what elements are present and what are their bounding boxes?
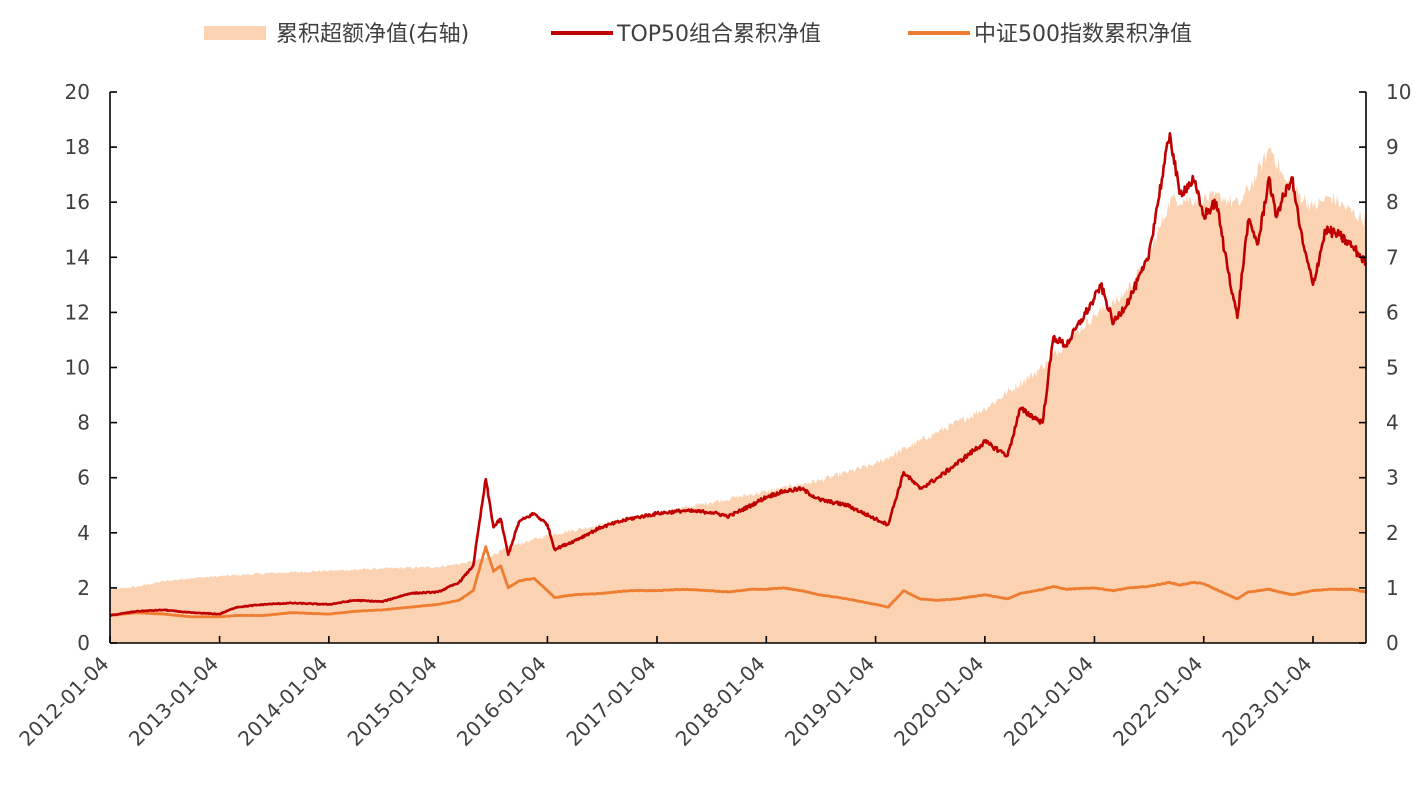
x-tick-label: 2014-01-04: [233, 652, 332, 751]
y-tick-label-left: 4: [77, 521, 90, 545]
x-tick-label: 2012-01-04: [14, 652, 113, 751]
y-tick-label-left: 6: [77, 466, 90, 490]
y-tick-label-right: 0: [1386, 631, 1399, 655]
x-tick-label: 2023-01-04: [1217, 652, 1316, 751]
x-tick-label: 2017-01-04: [561, 652, 660, 751]
series-line-csi500: [109, 545, 1367, 619]
y-tick-label-right: 7: [1386, 245, 1399, 269]
y-tick-label-left: 12: [65, 300, 90, 324]
x-tick-label: 2020-01-04: [889, 652, 988, 751]
y-tick-label-right: 5: [1386, 356, 1399, 380]
x-tick-label: 2021-01-04: [999, 652, 1098, 751]
legend-label: 中证500指数累积净值: [974, 22, 1192, 47]
y-tick-label-left: 14: [65, 245, 90, 269]
y-tick-label-left: 2: [77, 576, 90, 600]
legend: 累积超额净值(右轴) TOP50组合累积净值 中证500指数累积净值: [204, 22, 1192, 47]
x-tick-label: 2022-01-04: [1108, 652, 1207, 751]
y-tick-label-left: 0: [77, 631, 90, 655]
x-tick-label: 2018-01-04: [671, 652, 770, 751]
y-tick-label-right: 3: [1386, 466, 1399, 490]
legend-label: TOP50组合累积净值: [616, 22, 821, 47]
y-tick-label-right: 6: [1386, 300, 1399, 324]
y-tick-label-right: 2: [1386, 521, 1399, 545]
series-line-top50: [109, 132, 1368, 617]
legend-item: TOP50组合累积净值: [551, 22, 821, 47]
y-tick-label-right: 8: [1386, 190, 1399, 214]
legend-item: 中证500指数累积净值: [908, 22, 1192, 47]
legend-item: 累积超额净值(右轴): [204, 22, 469, 47]
line-layer: [109, 132, 1368, 619]
y-tick-label-left: 18: [65, 135, 90, 159]
area-layer: [110, 147, 1366, 643]
legend-swatch: [204, 26, 266, 40]
x-tick-label: 2015-01-04: [343, 652, 442, 751]
series-area-excess: [110, 147, 1366, 643]
x-tick-label: 2016-01-04: [452, 652, 551, 751]
y-tick-label-right: 1: [1386, 576, 1399, 600]
y-tick-label-right: 4: [1386, 411, 1399, 435]
x-tick-label: 2019-01-04: [780, 652, 879, 751]
y-tick-label-right: 10: [1386, 80, 1411, 104]
y-tick-label-left: 8: [77, 411, 90, 435]
y-tick-label-right: 9: [1386, 135, 1399, 159]
y-tick-label-left: 20: [65, 80, 90, 104]
legend-label: 累积超额净值(右轴): [276, 22, 469, 47]
x-tick-label: 2013-01-04: [124, 652, 223, 751]
y-tick-label-left: 10: [65, 356, 90, 380]
y-tick-label-left: 16: [65, 190, 90, 214]
